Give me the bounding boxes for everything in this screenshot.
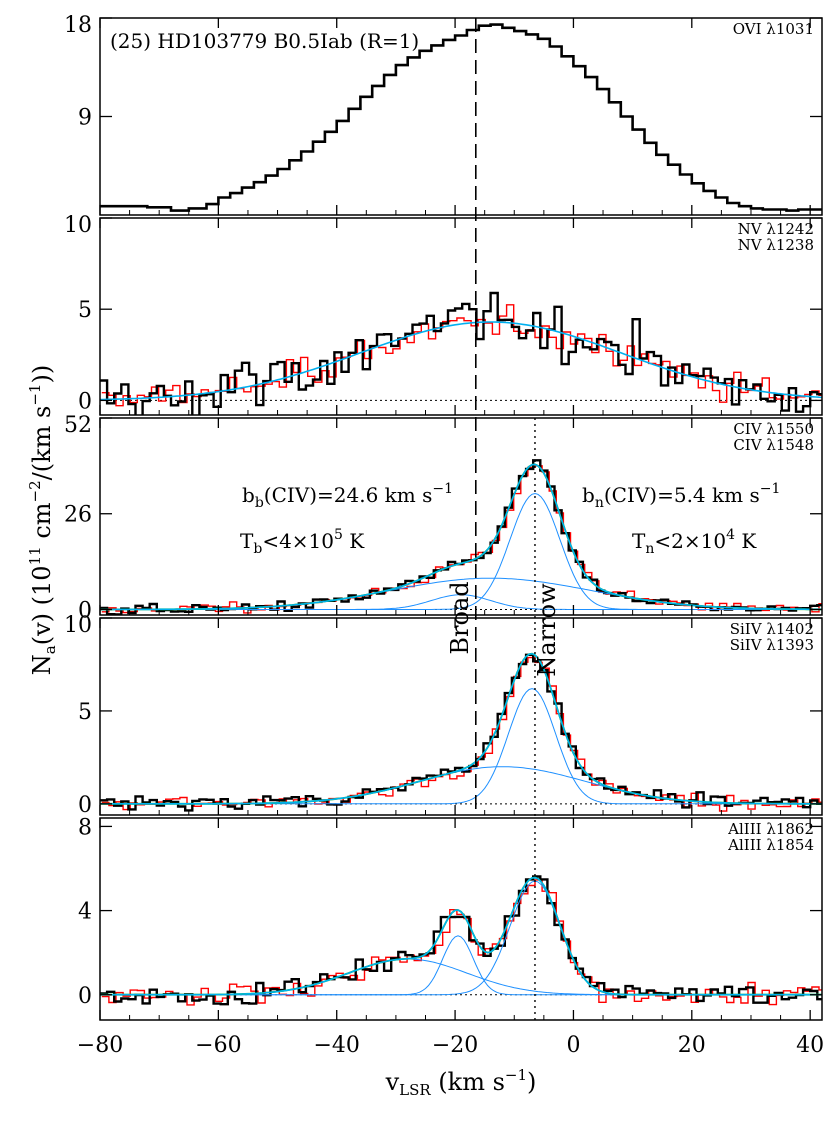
panel-aliii-total-fit <box>100 876 822 996</box>
ytick-label: 8 <box>78 815 92 840</box>
annot-broad-b: bb(CIV)=24.6 km s−1 <box>242 481 453 511</box>
annot-broad-t: Tb<4×105 K <box>240 527 365 557</box>
ytick-label: 5 <box>78 298 92 323</box>
ytick-label: 10 <box>64 613 92 638</box>
velocity-markers: Broad Narrow <box>446 18 561 1020</box>
xtick-label: −40 <box>314 1033 360 1058</box>
panel-siiv-series-secondary <box>101 656 822 812</box>
xtick-label: 20 <box>678 1033 706 1058</box>
panel-nv-series-primary <box>100 291 822 415</box>
ytick-label: 9 <box>78 106 92 131</box>
axes-text: (25) HD103779 B0.5Iab (R=1) −80 −60 −40 −20 0… <box>26 29 824 1099</box>
panel-siiv-label-primary: SiIV λ1402 <box>730 620 814 638</box>
panel-civ-fit <box>100 463 822 611</box>
panel-ovi: 9 18 OVI λ1031 <box>64 13 823 216</box>
panel-aliii-label-secondary: AlIII λ1854 <box>727 836 814 854</box>
annot-narrow-t: Tn<2×104 K <box>632 527 757 557</box>
panel-aliii-plot <box>100 875 822 1006</box>
panel-aliii-frame <box>99 817 823 1021</box>
panel-siiv-frame <box>99 617 823 816</box>
ytick-label: 4 <box>78 900 92 925</box>
panel-siiv-label-secondary: SiIV λ1393 <box>730 636 814 654</box>
panel-ovi-series-primary <box>100 23 822 212</box>
panel-aliii-fit <box>100 876 822 996</box>
panel-aliii-component-2 <box>100 880 822 996</box>
ytick-label: 5 <box>78 700 92 725</box>
xtick-label: 0 <box>566 1033 580 1058</box>
panel-nv-label-secondary: NV λ1238 <box>738 236 814 254</box>
ytick-label: 26 <box>64 503 92 528</box>
panel-nv-label-primary: NV λ1242 <box>738 220 814 238</box>
xtick-label: −20 <box>432 1033 478 1058</box>
panel-aliii-series-primary <box>100 875 822 1006</box>
ytick-label: 52 <box>64 413 92 438</box>
y-axis-title: Na(v) (1011 cm−2/(km s−1)) <box>26 365 59 675</box>
panel-ovi-label-primary: OVI λ1031 <box>733 20 814 38</box>
ytick-label: 10 <box>64 213 92 238</box>
xtick-label: −60 <box>195 1033 241 1058</box>
panel-siiv-series-primary <box>100 653 822 812</box>
ytick-label: 0 <box>78 984 92 1009</box>
ytick-label: 18 <box>64 13 92 38</box>
ytick-label: 0 <box>78 389 92 414</box>
panel-nv-fit <box>100 321 822 401</box>
narrow-label: Narrow <box>533 583 561 677</box>
panel-civ-label-secondary: CIV λ1548 <box>733 436 814 454</box>
panel-nv-series-secondary <box>101 304 822 407</box>
panel-siiv-total-fit <box>100 652 822 805</box>
panel-aliii-series-secondary <box>101 879 822 1006</box>
panel-civ-plot <box>100 459 822 615</box>
panel-civ-label-primary: CIV λ1550 <box>733 420 814 438</box>
annot-narrow-b: bn(CIV)=5.4 km s−1 <box>582 481 780 511</box>
panel-aliii-component-1 <box>100 935 822 996</box>
panel-siiv-plot <box>100 652 822 812</box>
ytick-label: 0 <box>78 793 92 818</box>
panel-aliii-label-primary: AlIII λ1862 <box>727 820 814 838</box>
panel-ovi-plot <box>100 23 822 212</box>
chart-title: (25) HD103779 B0.5Iab (R=1) <box>110 29 419 53</box>
panel-siiv-fit <box>100 652 822 805</box>
xtick-label: 40 <box>796 1033 824 1058</box>
ytick-label: 0 <box>78 598 92 623</box>
xtick-label: −80 <box>77 1033 123 1058</box>
panel-civ-frame <box>99 417 823 616</box>
x-axis-title: vLSR (km s−1) <box>385 1066 537 1099</box>
broad-label: Broad <box>446 581 474 654</box>
panel-nv-frame <box>99 217 823 416</box>
panel-nv-plot <box>100 291 822 415</box>
panel-siiv-component-1 <box>100 688 822 805</box>
